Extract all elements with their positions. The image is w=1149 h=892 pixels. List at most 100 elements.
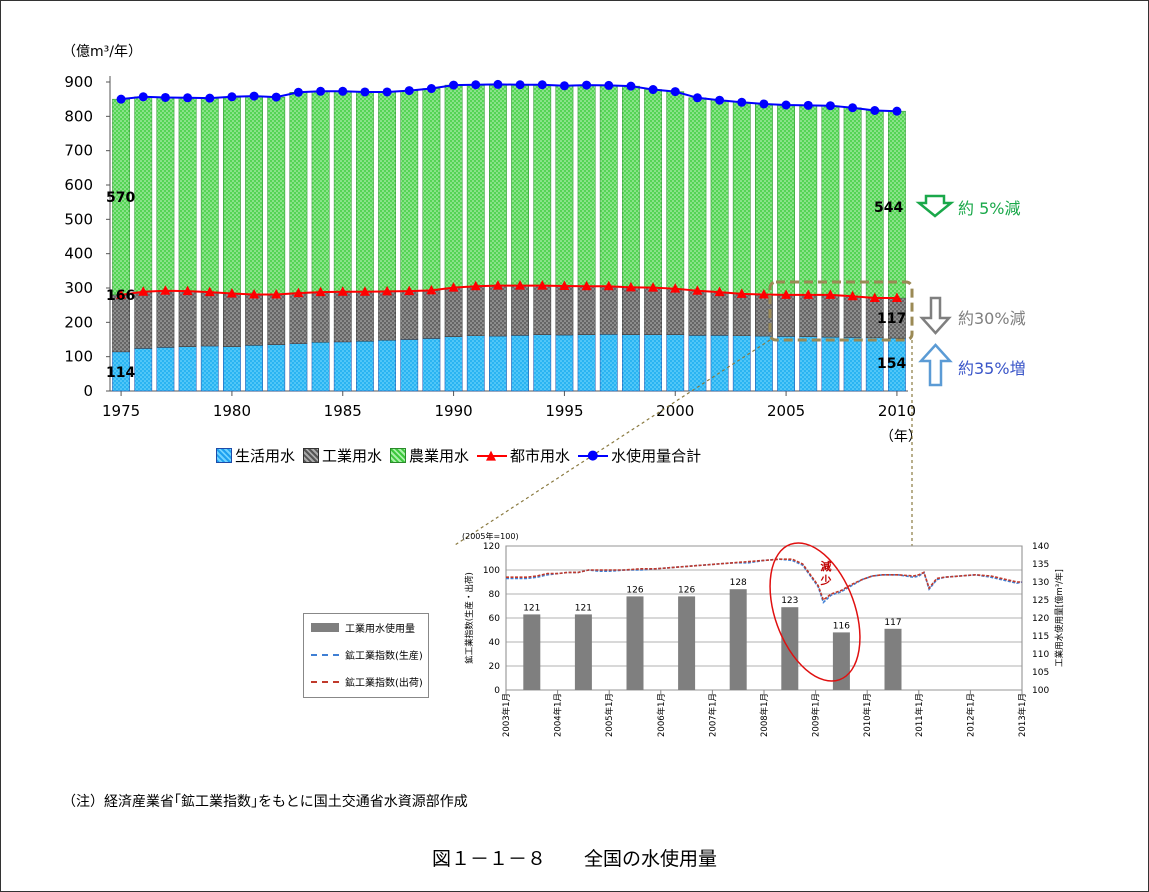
point-total xyxy=(825,101,835,111)
label-2010-domestic: 154 xyxy=(877,356,906,372)
y-unit-label: （億m³/年） xyxy=(62,44,142,60)
sub-legend-production: 鉱工業指数(生産) xyxy=(304,641,428,668)
bar-domestic xyxy=(156,347,175,392)
sub-chart: 0 20 40 60 80 100 120 100 105 110 115 120 125 130 135 1… xyxy=(462,531,1065,737)
sub-y-left-tick-label: 100 xyxy=(483,566,500,576)
bar-industrial xyxy=(422,290,441,339)
arrow-down-icon xyxy=(915,194,955,218)
sub-y-right-tick-label: 125 xyxy=(1032,596,1049,606)
point-total xyxy=(493,79,503,89)
main-bars xyxy=(112,84,906,392)
sub-x-tick-label: 2006年1月 xyxy=(656,693,667,737)
point-total xyxy=(404,86,414,96)
sub-y-right-tick-label: 120 xyxy=(1032,614,1049,624)
point-urban xyxy=(625,281,636,292)
bar-agricultural xyxy=(156,97,175,291)
point-urban xyxy=(736,288,747,298)
point-urban xyxy=(781,289,792,299)
bar-domestic xyxy=(267,344,286,392)
sub-y-left-tick-label: 0 xyxy=(494,686,500,696)
bar-agricultural xyxy=(200,97,219,293)
decrease-annotation-1: 減 xyxy=(821,559,832,573)
legend-swatch-domestic xyxy=(216,448,232,463)
point-total xyxy=(515,80,525,90)
bar-industrial xyxy=(156,290,175,348)
bar-domestic xyxy=(178,346,197,392)
bar-industrial xyxy=(333,291,352,343)
point-total xyxy=(183,93,193,103)
bar-domestic xyxy=(799,336,818,392)
bar-industrial xyxy=(777,294,795,337)
point-urban xyxy=(670,283,681,293)
bar-agricultural xyxy=(444,84,463,288)
sub-y-left-label: 鉱工業指数(生産・出荷) xyxy=(464,572,475,664)
sub-y-right-label: 工業用水使用量[億m³/年] xyxy=(1054,569,1065,667)
point-total xyxy=(626,81,636,91)
bar-industrial xyxy=(378,291,396,341)
bar-industrial xyxy=(843,295,862,338)
sub-bar-label: 123 xyxy=(781,596,798,606)
bar-domestic xyxy=(289,343,308,392)
point-urban xyxy=(359,286,370,296)
bar-industrial xyxy=(666,288,685,335)
sub-legend: 工業用水使用量 鉱工業指数(生産) 鉱工業指数(出荷) xyxy=(303,613,429,698)
sub-y-left-tick-label: 60 xyxy=(489,614,501,624)
point-total xyxy=(537,80,547,90)
bar-domestic xyxy=(444,336,463,392)
highlight-box xyxy=(768,280,914,342)
x-tick-label: 2010 xyxy=(878,402,916,420)
bar-domestic xyxy=(732,335,751,392)
x-tick-label: 1995 xyxy=(545,402,583,420)
point-urban xyxy=(382,285,393,296)
bar-industrial xyxy=(289,292,308,344)
bar-industrial xyxy=(533,285,552,335)
point-total xyxy=(471,80,481,90)
bar-industrial xyxy=(200,291,219,347)
bar-industrial xyxy=(466,286,485,336)
point-total xyxy=(338,86,348,96)
point-total xyxy=(271,92,281,102)
point-total xyxy=(582,80,592,90)
point-urban xyxy=(803,289,814,299)
sub-legend-label-shipment: 鉱工業指数(出荷) xyxy=(345,678,423,689)
bar-agricultural xyxy=(511,84,529,286)
point-total xyxy=(870,105,880,115)
bar-domestic xyxy=(489,335,507,392)
bar-industrial xyxy=(555,285,574,336)
label-2010-agricultural: 544 xyxy=(874,200,903,216)
bar-agricultural xyxy=(378,91,396,292)
bar-domestic xyxy=(577,334,596,392)
sub-bar-label: 121 xyxy=(575,603,592,613)
sub-x-tick-label: 2010年1月 xyxy=(862,693,873,737)
change-industrial: 約30%減 xyxy=(958,309,1026,328)
bar-industrial xyxy=(599,286,618,335)
y-tick-label: 900 xyxy=(64,73,93,91)
bar-agricultural xyxy=(533,84,552,286)
bar-domestic xyxy=(644,334,662,392)
point-urban xyxy=(337,286,348,296)
sub-bar xyxy=(729,589,747,690)
sub-x-tick-label: 2005年1月 xyxy=(604,693,615,737)
bar-agricultural xyxy=(666,91,685,289)
y-tick-label: 700 xyxy=(64,142,93,160)
sub-x-tick-label: 2012年1月 xyxy=(965,693,976,737)
bar-industrial xyxy=(245,294,263,346)
label-1975-domestic: 114 xyxy=(106,365,135,381)
sub-legend-swatch-shipment xyxy=(311,680,339,683)
bar-domestic xyxy=(400,339,419,392)
bar-industrial xyxy=(444,287,463,338)
point-total xyxy=(160,92,170,102)
sub-legend-label-production: 鉱工業指数(生産) xyxy=(345,651,423,662)
bar-domestic xyxy=(511,335,529,392)
legend-industrial: 工業用水 xyxy=(303,445,382,466)
bar-agricultural xyxy=(555,85,574,287)
bar-industrial xyxy=(489,285,507,337)
connector-line xyxy=(454,339,771,546)
point-total xyxy=(604,80,614,90)
point-urban xyxy=(404,285,415,296)
bar-agricultural xyxy=(333,91,352,293)
legend-urban: ▲ 都市用水 xyxy=(477,445,570,466)
arrow-up-icon xyxy=(918,343,953,387)
point-urban xyxy=(714,286,725,297)
